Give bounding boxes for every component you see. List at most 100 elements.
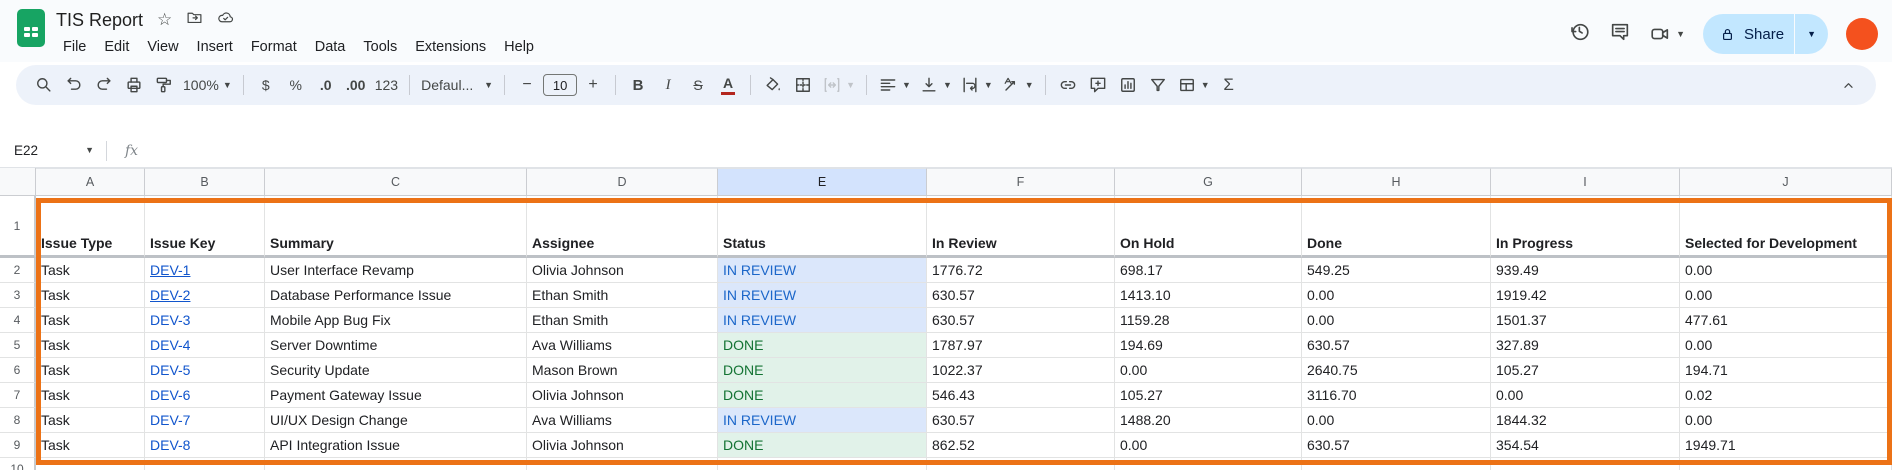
issue-key-link[interactable]: DEV-7 — [150, 412, 190, 428]
insert-chart-button[interactable] — [1114, 71, 1142, 99]
cell-summary[interactable]: API Integration Issue — [265, 433, 527, 458]
cell-assignee[interactable]: Ethan Smith — [527, 283, 718, 308]
cell-issue_type[interactable]: Task — [36, 308, 145, 333]
row-header-5[interactable]: 5 — [0, 333, 36, 358]
empty-cell[interactable] — [718, 458, 927, 470]
text-wrap-button[interactable]: ▼ — [957, 71, 996, 99]
horizontal-align-button[interactable]: ▼ — [875, 71, 914, 99]
select-all-corner[interactable] — [0, 168, 36, 196]
sheets-logo-icon[interactable] — [16, 8, 46, 53]
vertical-align-button[interactable]: ▼ — [916, 71, 955, 99]
cell-selected_for_development[interactable]: 477.61 — [1680, 308, 1892, 333]
spreadsheet-grid[interactable]: ABCDEFGHIJ1Issue TypeIssue KeySummaryAss… — [0, 168, 1892, 470]
font-size-input[interactable]: 10 — [543, 74, 577, 96]
cell-assignee[interactable]: Ethan Smith — [527, 308, 718, 333]
share-button[interactable]: Share ▼ — [1703, 14, 1828, 54]
row-header-4[interactable]: 4 — [0, 308, 36, 333]
cell-on_hold[interactable]: 0.00 — [1115, 358, 1302, 383]
empty-cell[interactable] — [1115, 458, 1302, 470]
cell-issue_type[interactable]: Task — [36, 333, 145, 358]
cell-in_review[interactable]: 630.57 — [927, 308, 1115, 333]
cell-issue_type[interactable]: Task — [36, 433, 145, 458]
row-header-2[interactable]: 2 — [0, 258, 36, 283]
menu-file[interactable]: File — [56, 37, 93, 57]
cell-in_progress[interactable]: 327.89 — [1491, 333, 1680, 358]
bold-button[interactable]: B — [624, 71, 652, 99]
issue-key-link[interactable]: DEV-1 — [150, 262, 190, 278]
menu-help[interactable]: Help — [497, 37, 541, 57]
cell-issue_type[interactable]: Task — [36, 383, 145, 408]
header-cell-status[interactable]: Status — [718, 196, 927, 258]
cell-done[interactable]: 0.00 — [1302, 308, 1491, 333]
cell-selected_for_development[interactable]: 0.00 — [1680, 408, 1892, 433]
cell-summary[interactable]: UI/UX Design Change — [265, 408, 527, 433]
menu-edit[interactable]: Edit — [97, 37, 136, 57]
comments-icon[interactable] — [1609, 21, 1631, 48]
meet-video-button[interactable]: ▼ — [1649, 23, 1685, 45]
cell-done[interactable]: 2640.75 — [1302, 358, 1491, 383]
currency-format-button[interactable]: $ — [252, 71, 280, 99]
cell-in_review[interactable]: 862.52 — [927, 433, 1115, 458]
menu-extensions[interactable]: Extensions — [408, 37, 493, 57]
status-cell[interactable]: DONE — [718, 433, 927, 458]
status-cell[interactable]: IN REVIEW — [718, 408, 927, 433]
text-rotation-button[interactable]: ▼ — [998, 71, 1037, 99]
column-header-I[interactable]: I — [1491, 168, 1680, 196]
cell-in_review[interactable]: 546.43 — [927, 383, 1115, 408]
issue-key-link[interactable]: DEV-5 — [150, 362, 190, 378]
cell-in_progress[interactable]: 0.00 — [1491, 383, 1680, 408]
font-family-select[interactable]: Defaul...▼ — [418, 71, 496, 99]
cell-assignee[interactable]: Olivia Johnson — [527, 433, 718, 458]
cell-done[interactable]: 630.57 — [1302, 333, 1491, 358]
star-icon[interactable]: ☆ — [157, 10, 172, 30]
cell-selected_for_development[interactable]: 0.02 — [1680, 383, 1892, 408]
decrease-decimal-button[interactable]: .0 — [312, 71, 340, 99]
header-cell-assignee[interactable]: Assignee — [527, 196, 718, 258]
cell-summary[interactable]: User Interface Revamp — [265, 258, 527, 283]
status-cell[interactable]: DONE — [718, 383, 927, 408]
cell-issue_key[interactable]: DEV-2 — [145, 283, 265, 308]
decrease-font-size-button[interactable]: − — [513, 71, 541, 99]
paint-format-button[interactable] — [150, 71, 178, 99]
cell-summary[interactable]: Database Performance Issue — [265, 283, 527, 308]
menu-data[interactable]: Data — [308, 37, 353, 57]
text-color-button[interactable]: A — [714, 71, 742, 99]
empty-cell[interactable] — [927, 458, 1115, 470]
cell-in_review[interactable]: 1787.97 — [927, 333, 1115, 358]
version-history-icon[interactable] — [1569, 21, 1591, 48]
cell-issue_type[interactable]: Task — [36, 258, 145, 283]
cell-in_progress[interactable]: 939.49 — [1491, 258, 1680, 283]
row-header-10[interactable]: 10 — [0, 458, 36, 470]
column-header-E[interactable]: E — [718, 168, 927, 196]
column-header-A[interactable]: A — [36, 168, 145, 196]
cell-on_hold[interactable]: 105.27 — [1115, 383, 1302, 408]
row-header-9[interactable]: 9 — [0, 433, 36, 458]
column-header-G[interactable]: G — [1115, 168, 1302, 196]
cell-in_progress[interactable]: 354.54 — [1491, 433, 1680, 458]
column-header-J[interactable]: J — [1680, 168, 1892, 196]
collapse-toolbar-button[interactable] — [1834, 71, 1862, 99]
cell-done[interactable]: 549.25 — [1302, 258, 1491, 283]
increase-decimal-button[interactable]: .00 — [342, 71, 370, 99]
cell-summary[interactable]: Mobile App Bug Fix — [265, 308, 527, 333]
meet-dropdown-icon[interactable]: ▼ — [1676, 30, 1685, 39]
cloud-status-icon[interactable] — [217, 9, 234, 31]
issue-key-link[interactable]: DEV-8 — [150, 437, 190, 453]
cell-in_progress[interactable]: 1844.32 — [1491, 408, 1680, 433]
header-cell-in_review[interactable]: In Review — [927, 196, 1115, 258]
cell-in_review[interactable]: 630.57 — [927, 408, 1115, 433]
cell-assignee[interactable]: Olivia Johnson — [527, 383, 718, 408]
cell-in_review[interactable]: 1022.37 — [927, 358, 1115, 383]
italic-button[interactable]: I — [654, 71, 682, 99]
account-avatar[interactable] — [1846, 18, 1878, 50]
cell-issue_key[interactable]: DEV-5 — [145, 358, 265, 383]
search-menus-button[interactable] — [30, 71, 58, 99]
issue-key-link[interactable]: DEV-4 — [150, 337, 190, 353]
cell-assignee[interactable]: Ava Williams — [527, 408, 718, 433]
cell-issue_key[interactable]: DEV-3 — [145, 308, 265, 333]
column-header-B[interactable]: B — [145, 168, 265, 196]
cell-issue_type[interactable]: Task — [36, 283, 145, 308]
cell-done[interactable]: 630.57 — [1302, 433, 1491, 458]
row-header-1[interactable]: 1 — [0, 196, 36, 258]
header-cell-summary[interactable]: Summary — [265, 196, 527, 258]
